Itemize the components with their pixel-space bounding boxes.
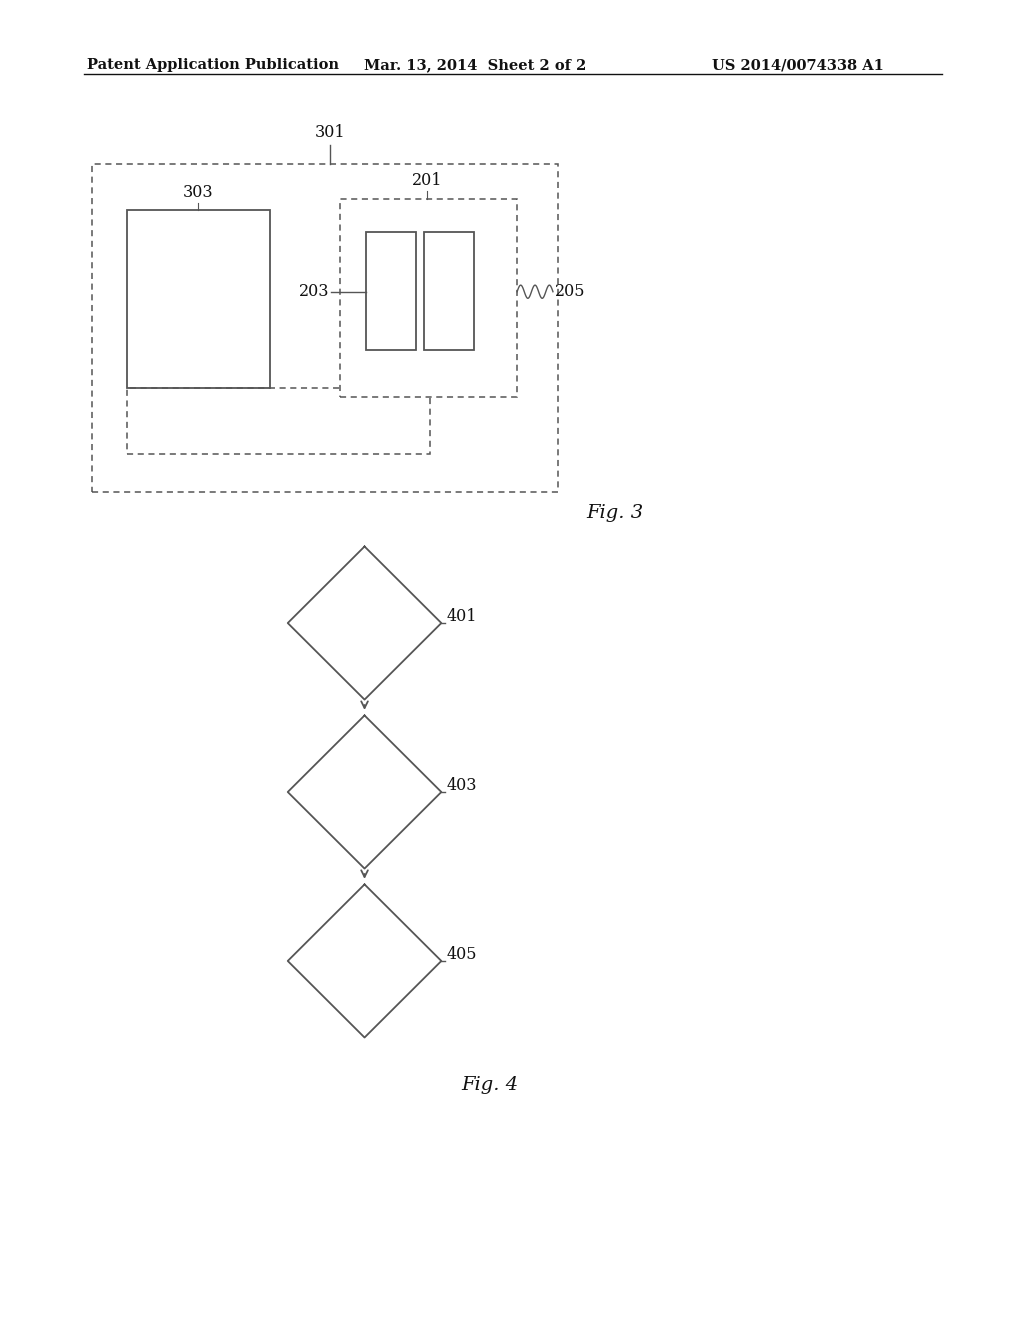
Text: 405: 405: [446, 946, 477, 962]
FancyBboxPatch shape: [340, 199, 517, 397]
Text: Mar. 13, 2014  Sheet 2 of 2: Mar. 13, 2014 Sheet 2 of 2: [364, 58, 586, 73]
Text: 203: 203: [299, 284, 330, 300]
Text: 205: 205: [555, 284, 586, 300]
FancyBboxPatch shape: [366, 232, 416, 350]
Text: 403: 403: [446, 777, 477, 793]
Text: 303: 303: [182, 183, 213, 201]
Text: US 2014/0074338 A1: US 2014/0074338 A1: [712, 58, 884, 73]
Text: Fig. 4: Fig. 4: [461, 1076, 518, 1094]
Text: Patent Application Publication: Patent Application Publication: [87, 58, 339, 73]
Text: 301: 301: [314, 124, 345, 141]
FancyBboxPatch shape: [127, 210, 270, 388]
Text: 201: 201: [412, 172, 442, 189]
FancyBboxPatch shape: [92, 164, 558, 492]
FancyBboxPatch shape: [424, 232, 474, 350]
Text: Fig. 3: Fig. 3: [586, 504, 643, 523]
Text: 401: 401: [446, 609, 477, 624]
